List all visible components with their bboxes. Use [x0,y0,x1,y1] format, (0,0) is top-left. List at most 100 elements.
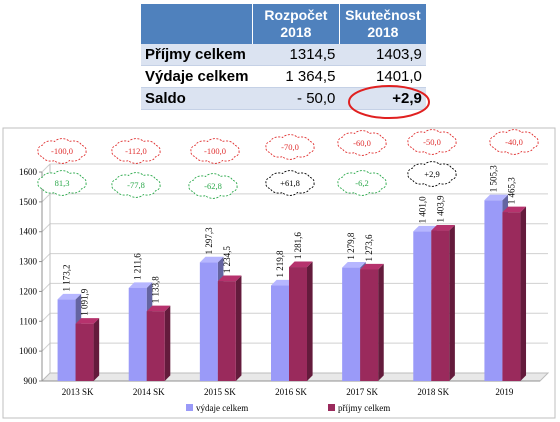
budget-cloud: -100,0 [190,138,240,164]
cloud-label: -60,0 [353,138,371,148]
cloud-label: 81,3 [55,178,70,188]
gridline [41,193,548,203]
legend-label: výdaje celkem [196,403,248,413]
row-label: Výdaje celkem [141,65,253,88]
x-tick-label: 2016 SK [275,387,307,397]
bar-value-label: 1 401,0 [417,196,427,224]
budget-cloud: -100,0 [37,138,87,164]
x-tick-label: 2019 [495,387,514,397]
header-blank [141,4,253,44]
y-tick-label: 900 [24,376,38,386]
cloud-shape [265,134,315,160]
bar-top [502,206,527,213]
cloud-label: +2,9 [424,169,439,179]
budget-cloud: -70,0 [265,134,315,160]
cloud-shape [337,170,387,196]
y-tick-label: 1600 [19,167,38,177]
x-tick-label: 2018 SK [417,387,449,397]
cloud-label: +61,8 [280,178,300,188]
cloud-shape [37,138,87,164]
gridline [41,223,548,233]
bar-side [93,318,100,381]
row-rozpocet: 1314,5 [252,44,340,66]
row-rozpocet: - 50,0 [252,87,340,110]
bar-top [146,305,171,312]
bar-top [289,261,313,268]
gridline [41,163,548,173]
bar-front [146,311,165,381]
y-tick-label: 1200 [19,286,38,296]
bar-front [57,299,76,381]
header-rozpocet-line1: Rozpočet [264,7,328,23]
bar-prijmy [217,275,242,381]
bar-front [128,287,147,381]
x-tick-label: 2014 SK [133,387,165,397]
bar-front [502,212,521,381]
table-row: Saldo - 50,0 +2,9 [141,87,426,110]
actual-cloud: -6,2 [337,170,387,196]
cloud-shape [188,173,238,199]
y-tick-label: 1400 [19,227,38,237]
bar-value-label: 1 234,5 [222,246,232,274]
y-tick-label: 1300 [19,257,38,267]
bar-top [128,282,153,288]
cloud-shape [337,130,387,156]
cloud-shape [265,170,315,196]
table-header-row: Rozpočet 2018 Skutečnost 2018 [141,4,426,44]
budget-cloud: -50,0 [407,129,457,155]
highlight-ellipse [348,85,430,119]
bar-value-label: 1 133,8 [151,276,161,304]
bar-front [484,200,503,381]
x-tick-label: 2015 SK [204,387,236,397]
row-label: Saldo [141,87,253,110]
x-tick-label: 2017 SK [346,387,378,397]
actual-cloud: +61,8 [265,170,315,196]
actual-cloud: -62,8 [188,173,238,199]
row-skutecnost: 1403,9 [339,44,426,66]
bar-side [164,305,171,381]
bar-prijmy [502,206,527,381]
bar-front [217,281,236,381]
cloud-label: -100,0 [51,146,73,156]
bar-prijmy [75,318,100,381]
bar-front [75,323,94,381]
cloud-label: -112,0 [125,146,147,156]
x-tick-label: 2013 SK [62,387,94,397]
bar-side [520,206,527,381]
row-skutecnost: +2,9 [339,87,426,110]
cloud-shape [190,138,240,164]
bar-top [484,194,509,201]
actual-cloud: -77,8 [111,172,161,198]
bar-top [413,225,437,232]
cloud-label: -62,8 [204,181,222,191]
bar-top [57,293,82,300]
legend-label: příjmy celkem [338,403,390,413]
bar-value-label: 1 465,3 [506,177,516,205]
bar-value-label: 1 297,3 [204,227,214,255]
budget-cloud: -60,0 [337,130,387,156]
bar-top [342,262,366,268]
table-row: Výdaje celkem 1 364,5 1401,0 [141,65,426,88]
bar-front [289,267,307,381]
bar-prijmy [289,261,313,381]
table-row: Příjmy celkem 1314,5 1403,9 [141,44,426,66]
legend-swatch [186,404,193,411]
bar-value-label: 1 211,6 [133,253,143,280]
cloud-label: -6,2 [355,178,368,188]
bar-value-label: 1 281,6 [293,232,303,260]
bar-side [378,263,384,381]
bar-top [199,256,224,263]
bar-prijmy [431,224,455,381]
header-skutecnost-line1: Skutečnost [345,7,421,23]
row-label: Příjmy celkem [141,44,253,66]
bar-value-label: 1 505,3 [488,165,498,193]
bar-side [307,261,313,381]
bar-top [217,275,242,282]
bar-prijmy [360,263,384,381]
row-rozpocet: 1 364,5 [252,65,340,88]
budget-cloud: -40,0 [489,129,539,155]
y-tick-label: 1000 [19,346,38,356]
bar-top [271,279,295,286]
bar-top [75,318,100,324]
